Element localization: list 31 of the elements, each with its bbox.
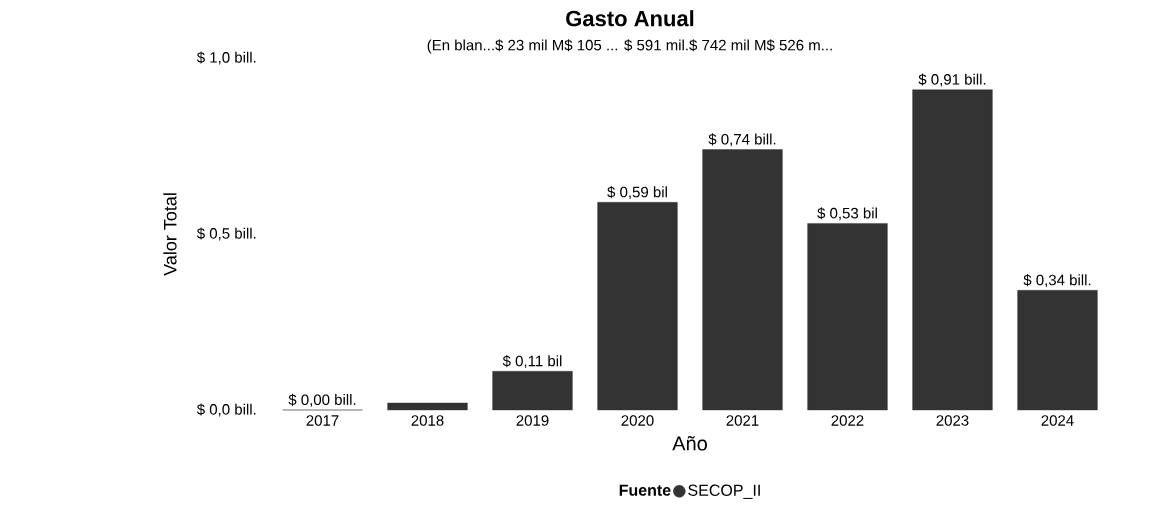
bar [702,149,783,411]
data-label: $ 0,59 bil [607,186,667,200]
x-tick-label: 2023 [936,415,969,426]
data-label: $ 0,91 bill. [918,73,986,87]
data-label: $ 0,74 bill. [708,133,776,147]
x-tick-label: 2024 [1041,415,1074,426]
data-label: $ 0,53 bil [817,207,877,221]
chart-title: Gasto Anual [566,10,694,27]
y-tick-label: $ 1,0 bill. [196,51,256,65]
legend-label: SECOP_II [688,484,760,499]
x-tick-label: 2022 [831,415,864,426]
bar [492,371,573,411]
x-tick-label: 2021 [726,415,759,426]
data-label: $ 0,34 bill. [1023,274,1091,288]
text: (En blan...$ 23 mil M$ 105 ... $ 591 mil.$ 742 mil M$ 526 m... [427,39,832,54]
x-tick-label: 2020 [621,415,654,426]
bar [912,89,993,411]
x-tick-label: 2019 [516,415,549,426]
legend-title: Fuente [619,484,671,496]
y-axis-title: Valor Total [163,193,177,276]
data-label: $ 0,00 bill. [288,393,356,407]
bar [807,223,888,411]
y-tick-label: $ 0,0 bill. [196,403,256,417]
x-tick-label: 2017 [306,415,339,426]
data-label: $ 0,11 bil [502,355,562,369]
y-tick-label: $ 0,5 bill. [196,227,256,241]
bar [597,202,678,411]
x-tick-label: 2018 [411,415,444,426]
bar [1017,290,1098,411]
x-axis-title: Año [672,436,707,451]
bar [387,402,468,411]
